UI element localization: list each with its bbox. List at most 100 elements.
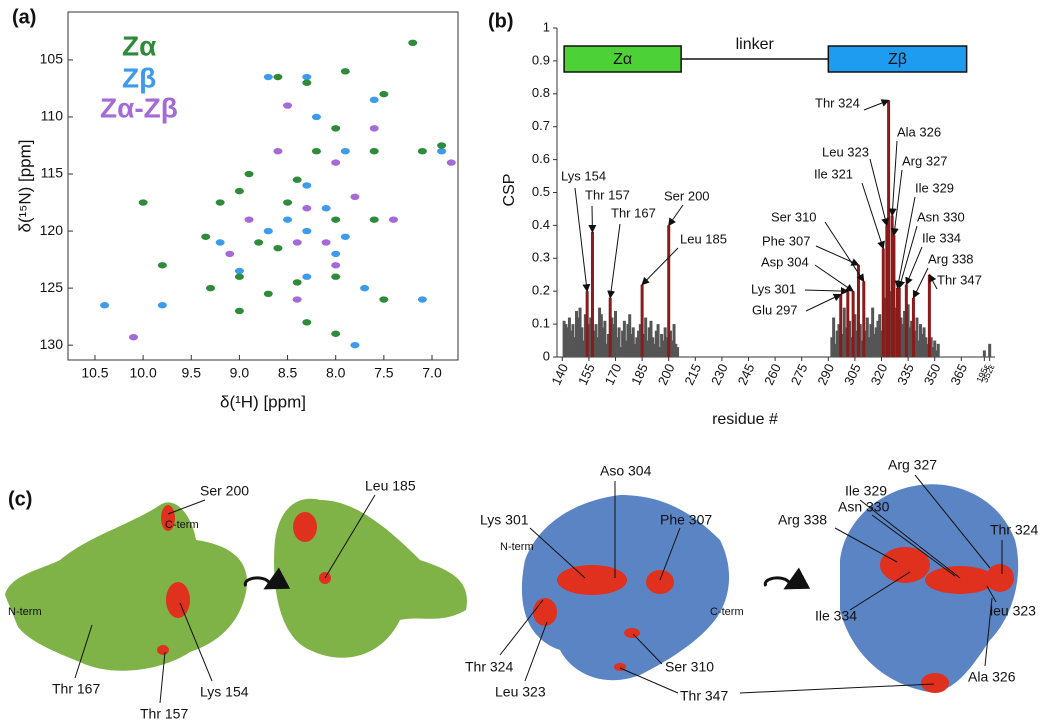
bar	[837, 324, 841, 357]
structure-label: Thr 167	[52, 681, 100, 697]
protein-surface	[274, 498, 467, 658]
annotation-arrow	[814, 264, 854, 292]
leader-line	[529, 527, 586, 579]
leader-line	[986, 585, 997, 603]
peak	[234, 267, 244, 275]
peak	[331, 273, 341, 280]
rotation-icon	[243, 567, 811, 590]
bar	[871, 307, 875, 357]
y-tick-label: 0.6	[532, 151, 550, 166]
bar	[660, 333, 664, 357]
peak	[244, 170, 254, 178]
bar	[610, 317, 614, 357]
bar	[608, 297, 612, 357]
peak	[302, 205, 312, 212]
leader-line	[524, 621, 548, 682]
bar	[644, 317, 648, 357]
peak	[331, 125, 341, 132]
bar	[654, 330, 658, 357]
bar	[566, 327, 570, 357]
bar	[622, 320, 626, 357]
peak	[350, 341, 360, 349]
x-tick-label: 365	[947, 361, 970, 387]
structure-label: N-term	[500, 541, 534, 553]
bar	[862, 281, 866, 357]
bar	[647, 327, 651, 357]
peak	[331, 216, 341, 223]
annotation-arrow	[863, 99, 890, 111]
y-tick-label: 0.8	[532, 85, 550, 100]
peak	[340, 233, 350, 240]
y-tick-label: 0.5	[532, 184, 550, 199]
bar	[628, 314, 632, 357]
panel-label: (b)	[488, 10, 514, 32]
annotation-arrow	[890, 169, 903, 237]
x-axis-title: δ(¹H) [ppm]	[220, 392, 306, 411]
bar	[906, 304, 910, 357]
peak	[215, 199, 225, 206]
annotation-arrow	[894, 196, 916, 289]
bar	[936, 343, 940, 357]
x-tick-label: 200	[655, 361, 678, 387]
peak	[302, 227, 312, 235]
peak	[388, 216, 398, 223]
bar	[982, 350, 986, 357]
protein-surface	[521, 495, 730, 681]
peak	[128, 333, 138, 341]
bar	[895, 287, 899, 357]
bar	[911, 297, 915, 357]
x-tick-label: 290	[814, 361, 837, 387]
domain-label: Zβ	[888, 51, 907, 68]
structure-zb-2	[840, 484, 1019, 693]
plot-frame	[67, 11, 459, 361]
y-tick-label: 0.4	[532, 217, 550, 232]
bar	[562, 320, 566, 357]
peak	[408, 39, 418, 47]
x-tick-label: 245	[735, 361, 758, 387]
bar	[890, 215, 894, 357]
bar	[880, 330, 884, 357]
bar	[934, 350, 938, 357]
annotation: Leu 323	[822, 144, 869, 159]
x-tick-label: 9.0	[230, 365, 250, 381]
annotation: Lys 154	[561, 168, 606, 183]
rotation-arc	[763, 567, 811, 590]
domain-box	[563, 45, 682, 73]
bar	[901, 324, 905, 357]
bar	[851, 291, 855, 357]
x-tick-label: 170	[602, 361, 625, 387]
peak	[331, 330, 341, 337]
bar	[653, 343, 657, 357]
annotation-arrow	[928, 273, 938, 290]
patch	[293, 512, 317, 542]
bar	[867, 337, 871, 357]
bar	[612, 324, 616, 357]
bar	[917, 340, 921, 357]
bar	[920, 333, 924, 357]
bar	[674, 343, 678, 357]
peak	[292, 239, 302, 246]
x-tick-label: 140	[548, 361, 571, 387]
bar	[638, 324, 642, 357]
annotation: Ser 310	[771, 209, 817, 224]
y-tick-label: 1	[543, 19, 550, 34]
bar	[667, 225, 671, 357]
peak	[244, 216, 254, 223]
peak	[321, 239, 331, 246]
y-tick-label: 130	[40, 336, 64, 352]
annotation: Arg 338	[928, 251, 974, 266]
bar	[640, 284, 644, 357]
annotation-arrow	[804, 287, 849, 296]
peak	[292, 279, 302, 286]
bar	[670, 340, 674, 357]
annotation: Lys 301	[751, 281, 796, 296]
bar	[903, 310, 907, 357]
annotation: Asp 304	[761, 254, 809, 269]
peak	[369, 125, 379, 132]
bar	[615, 337, 619, 357]
bar	[844, 327, 848, 357]
patch	[161, 505, 175, 531]
leader-line	[499, 599, 544, 656]
structure-label: Ile 334	[815, 608, 857, 624]
